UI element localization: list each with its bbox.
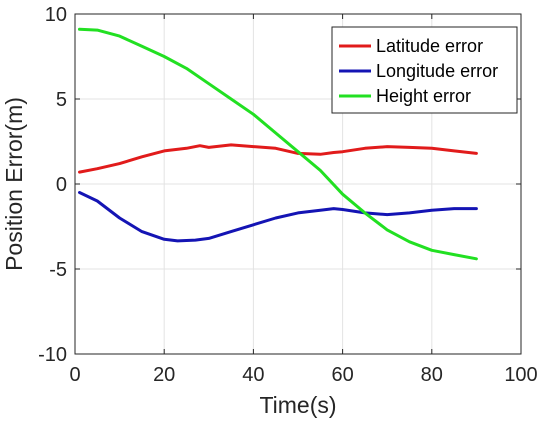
y-tick-label: 0	[56, 174, 67, 196]
y-tick-label: -5	[49, 259, 67, 281]
x-tick-label: 40	[242, 364, 264, 386]
x-tick-label: 20	[153, 364, 175, 386]
y-axis-label: Position Error(m)	[1, 97, 27, 271]
legend-label-height-error: Height error	[376, 86, 471, 106]
y-tick-label: -10	[38, 344, 67, 366]
x-tick-label: 80	[421, 364, 443, 386]
x-tick-label: 0	[69, 364, 80, 386]
y-tick-label: 10	[45, 4, 67, 26]
legend: Latitude error Longitude error Height erro…	[331, 26, 518, 114]
data-series	[78, 27, 478, 261]
x-axis-label: Time(s)	[259, 392, 336, 418]
series-line-latitude-error	[78, 143, 478, 174]
series-line-longitude-error	[78, 191, 478, 243]
y-tick-label: 5	[56, 89, 67, 111]
series-line-height-error	[78, 27, 478, 261]
axis-ticks: 0 20 40 60 80 100 -10 -5 0 5 10	[38, 4, 538, 386]
x-tick-label: 60	[331, 364, 353, 386]
x-tick-label: 100	[504, 364, 537, 386]
legend-label-latitude-error: Latitude error	[376, 36, 483, 56]
legend-label-longitude-error: Longitude error	[376, 61, 498, 81]
